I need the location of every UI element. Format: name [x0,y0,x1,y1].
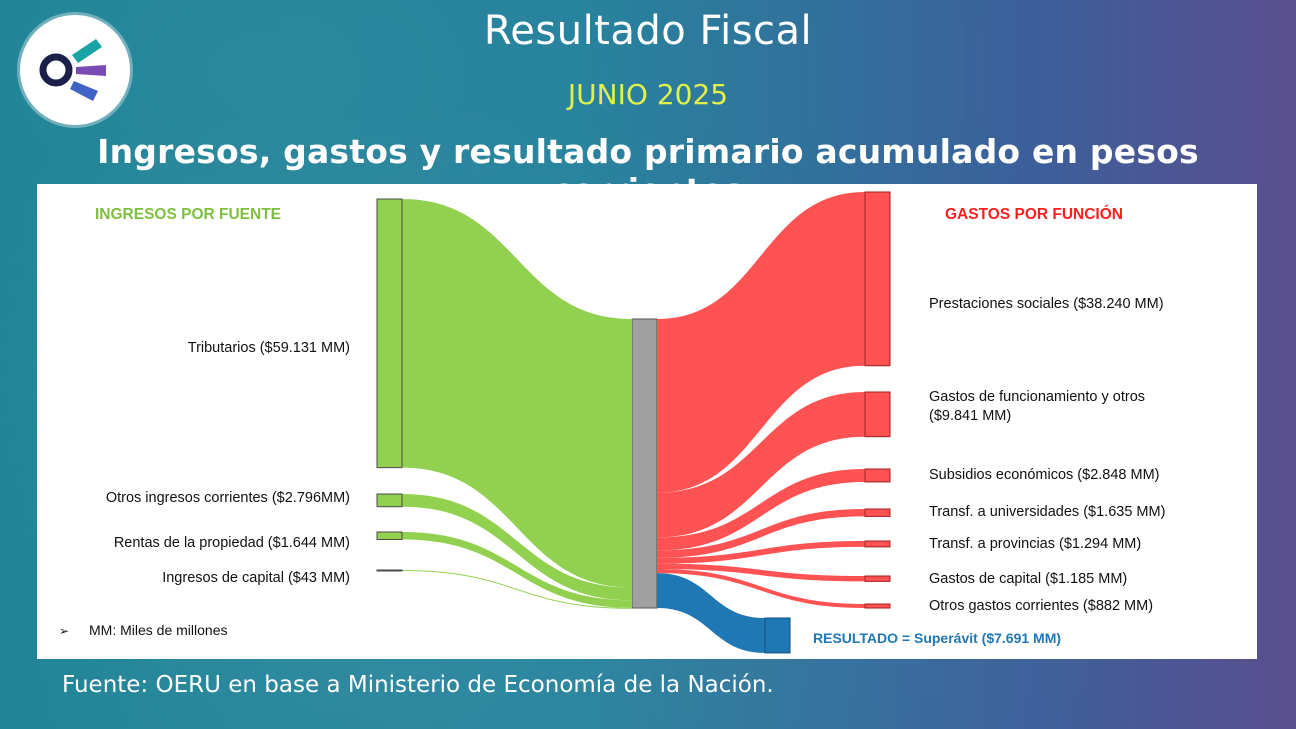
sankey-label-expense: Transf. a provincias ($1.294 MM) [929,536,1141,552]
period-label: JUNIO 2025 [567,78,729,111]
sankey-label-income: Ingresos de capital ($43 MM) [162,570,350,586]
sankey-link-expense [657,509,865,558]
sankey-node-expense [864,575,891,582]
sankey-label-income: Rentas de la propiedad ($1.644 MM) [114,535,350,551]
sankey-node-income [376,569,403,572]
sankey-link-income [402,570,632,609]
sankey-node-income [376,531,403,540]
sankey-label-expense: Prestaciones sociales ($38.240 MM) [929,296,1164,312]
sankey-link-expense [657,563,865,582]
sankey-link-expense [657,469,865,551]
sankey-link-income [402,532,632,608]
page-title: Resultado Fiscal [483,8,813,54]
sankey-link-income [402,199,632,588]
sankey-node-income [376,493,403,508]
sankey-link-expense [657,569,865,609]
sankey-label-expense: Otros gastos corrientes ($882 MM) [929,598,1153,614]
sankey-link-expense [657,192,865,493]
sankey-chart: Tributarios ($59.131 MM) Otros ingresos c… [59,191,1165,654]
sankey-label-expense: Subsidios económicos ($2.848 MM) [929,467,1160,483]
sankey-link-expense [657,541,865,564]
chart-panel: Tributarios ($59.131 MM) Otros ingresos c… [37,184,1257,659]
sankey-link-result [657,573,765,653]
income-section-title: INGRESOS POR FUENTE [95,206,281,223]
sankey-node-expense [864,468,891,483]
sankey-node-expense [864,540,891,548]
result-label: RESULTADO = Superávit ($7.691 MM) [813,630,1061,646]
sankey-label-income: Otros ingresos corrientes ($2.796MM) [106,490,350,506]
sankey-label-expense: Transf. a universidades ($1.635 MM) [929,504,1165,520]
sankey-node-expense [864,508,891,517]
expense-section-title: GASTOS POR FUNCIÓN [945,205,1123,223]
legend-note: MM: Miles de millones [89,622,227,638]
sankey-link-income [402,494,632,601]
sankey-node-result [764,617,791,654]
oeru-logo-icon [39,39,106,101]
sankey-label-income: Tributarios ($59.131 MM) [188,340,350,356]
sankey-link-expense [657,392,865,538]
legend-bullet-icon: ➢ [59,624,69,638]
source-note: Fuente: OERU en base a Ministerio de Eco… [62,672,774,698]
sankey-node-expense [864,391,891,438]
sankey-node-expense [864,191,891,367]
sankey-label-expense: Gastos de funcionamiento y otros ($9.841 … [929,389,1145,424]
sankey-center-node [631,318,658,609]
sankey-node-income [376,198,403,469]
sankey-node-expense [864,603,891,609]
logo [20,15,130,125]
sankey-label-expense: Gastos de capital ($1.185 MM) [929,571,1127,587]
